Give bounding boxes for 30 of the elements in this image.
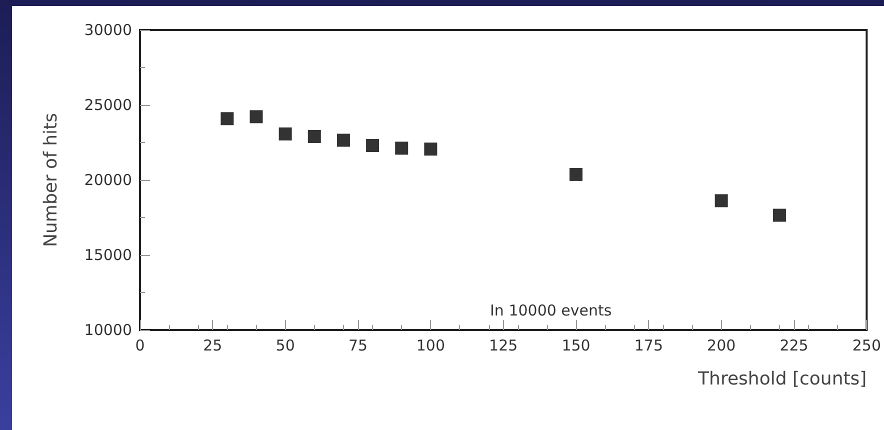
- point: [336, 134, 350, 147]
- point: [220, 112, 234, 126]
- x-tick-label: 125: [489, 336, 518, 354]
- point: [278, 127, 292, 140]
- x-tick-label: 200: [707, 336, 736, 354]
- point: [308, 130, 321, 143]
- point: [714, 194, 728, 208]
- x-tick-label: 75: [348, 336, 368, 354]
- x-tick-label: 50: [276, 336, 295, 354]
- point: [772, 208, 786, 222]
- y-tick-label: 25000: [84, 96, 132, 114]
- point: [570, 168, 583, 181]
- x-tick-label: 250: [852, 336, 882, 354]
- point: [250, 110, 263, 124]
- y-axis-title: Number of hits: [40, 113, 62, 247]
- y-tick-label: 20000: [84, 171, 132, 189]
- point: [424, 142, 438, 156]
- annotation: In 10000 events: [490, 302, 612, 320]
- x-tick-label: 100: [416, 336, 445, 354]
- point: [395, 142, 408, 155]
- y-tick-label: 10000: [84, 321, 132, 339]
- x-tick-label: 175: [634, 336, 663, 354]
- point: [366, 139, 380, 152]
- x-tick-label: 150: [562, 336, 590, 354]
- x-tick-label: 0: [135, 336, 145, 354]
- x-tick-label: 25: [203, 336, 222, 354]
- x-axis-title: Threshold [counts]: [697, 368, 867, 390]
- x-tick-label: 225: [780, 336, 808, 354]
- y-tick-label: 15000: [84, 246, 132, 264]
- y-tick-label: 30000: [84, 21, 132, 39]
